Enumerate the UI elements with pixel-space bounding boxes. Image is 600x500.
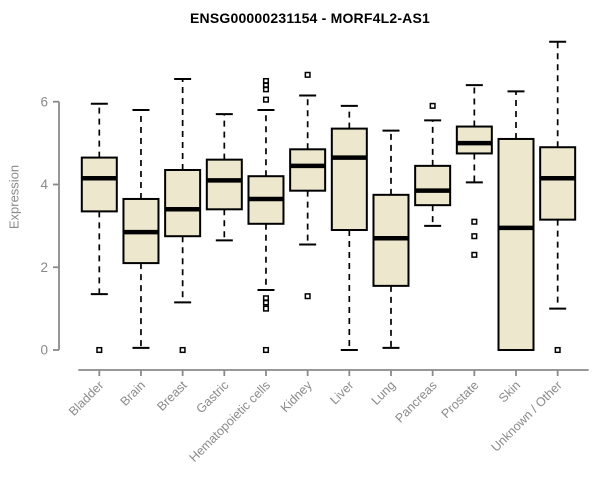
outlier-bladder	[96, 346, 103, 354]
outlier-breast	[179, 346, 186, 354]
x-tick-label: Prostate	[439, 378, 482, 421]
x-tick-label: Hematopoietic cells	[187, 378, 274, 465]
outlier-prostate	[471, 233, 478, 240]
y-tick-label: 6	[40, 94, 48, 109]
x-tick-label: Gastric	[194, 378, 232, 416]
box-pancreas	[414, 164, 452, 207]
x-tick-label: Pancreas	[393, 378, 440, 425]
outlier-hematopoietic-cells	[262, 305, 270, 312]
x-tick-label: Skin	[496, 378, 523, 405]
x-tick-label: Kidney	[278, 378, 315, 415]
chart-title: ENSG00000231154 - MORF4L2-AS1	[189, 10, 431, 26]
box-bladder	[80, 156, 118, 213]
outlier-kidney	[304, 71, 311, 78]
box-gastric	[205, 158, 243, 211]
x-tick-label: Brain	[118, 378, 149, 409]
outlier-kidney	[304, 293, 311, 300]
box-prostate	[455, 125, 493, 155]
box-liver	[330, 127, 368, 231]
x-tick-label: Lung	[369, 378, 399, 408]
y-tick-label: 4	[40, 177, 48, 192]
outlier-unknown-other	[554, 346, 561, 354]
outlier-prostate	[471, 251, 478, 258]
outlier-prostate	[471, 218, 478, 225]
outlier-pancreas	[429, 102, 436, 109]
x-tick-label: Breast	[154, 378, 190, 414]
box-kidney	[289, 148, 327, 192]
outlier-hematopoietic-cells	[262, 86, 270, 93]
y-tick-label: 2	[40, 260, 48, 275]
y-tick-label: 0	[40, 343, 48, 358]
outlier-hematopoietic-cells	[262, 299, 270, 306]
x-tick-label: Unknown / Other	[489, 378, 565, 454]
box-unknown-other	[539, 146, 577, 221]
x-tick-label: Liver	[327, 378, 356, 407]
outlier-hematopoietic-cells	[262, 346, 270, 354]
x-tick-label: Bladder	[66, 378, 106, 418]
box-breast	[164, 168, 202, 238]
box-skin	[497, 137, 535, 351]
outlier-hematopoietic-cells	[262, 96, 270, 103]
